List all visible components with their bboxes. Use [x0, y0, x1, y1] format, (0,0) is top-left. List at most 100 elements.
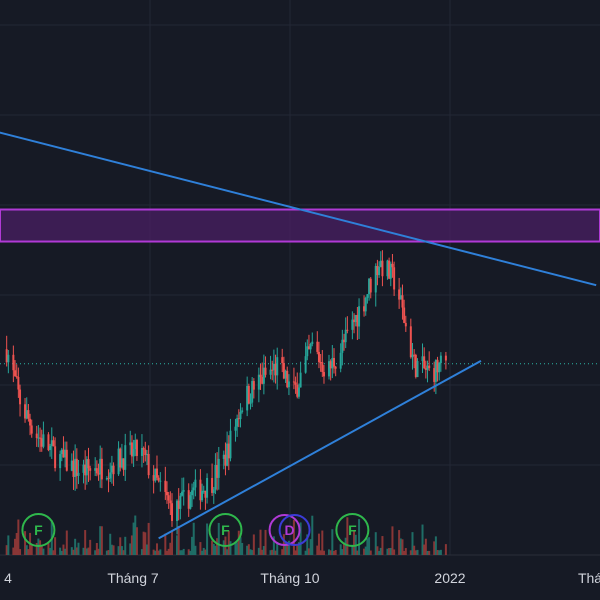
event-marker-earnings[interactable]: F — [335, 513, 370, 547]
volume-bar — [100, 526, 103, 555]
candle-body — [124, 445, 127, 470]
volume-bar — [110, 544, 113, 555]
candle-body — [321, 362, 324, 373]
volume-bar — [346, 517, 349, 555]
candle-body — [199, 479, 202, 501]
candle-body — [276, 357, 279, 376]
volume-bar — [378, 550, 381, 555]
candle-body — [434, 359, 437, 382]
volume-bar — [130, 535, 133, 555]
volume-bar — [316, 545, 319, 555]
volume-bar — [271, 549, 274, 555]
volume-bar — [261, 549, 264, 555]
candle-body — [311, 341, 314, 344]
candle-body — [333, 357, 335, 367]
candle-body — [97, 473, 100, 475]
candle-body — [428, 365, 431, 369]
volume-bar — [434, 536, 437, 555]
candle-body — [239, 411, 242, 420]
volume-bar — [214, 545, 217, 555]
volume-bar — [339, 544, 342, 555]
candle-body — [94, 468, 97, 471]
volume-bar — [27, 549, 30, 555]
volume-bar — [132, 522, 135, 555]
event-marker-dividend[interactable]: D — [268, 514, 311, 546]
volume-bar — [192, 522, 195, 555]
candle-body — [155, 468, 158, 478]
volume-bar — [17, 519, 20, 555]
volume-bar — [70, 547, 73, 555]
volume-bar — [19, 549, 22, 555]
volume-bar — [99, 526, 102, 555]
candle-body — [167, 495, 170, 501]
volume-bar — [189, 550, 192, 555]
candle-body — [224, 454, 227, 466]
candle-body — [351, 319, 354, 330]
candle-body — [286, 370, 289, 388]
volume-bar — [426, 550, 429, 555]
candle-body — [130, 442, 133, 457]
dividend-ring-inner — [278, 514, 311, 546]
volume-bar — [216, 538, 219, 555]
candle-body — [29, 418, 32, 426]
candle-body — [241, 410, 244, 412]
volume-bar — [191, 536, 194, 555]
event-marker-earnings[interactable]: F — [21, 513, 56, 547]
candle-body — [319, 362, 322, 364]
volume-bar — [97, 548, 100, 555]
volume-bar — [381, 536, 384, 555]
candle-body — [307, 346, 310, 350]
volume-bar — [7, 535, 10, 555]
volume-bar — [296, 544, 299, 555]
volume-bar — [152, 549, 155, 555]
candle-body — [309, 343, 312, 350]
volume-bar — [269, 550, 272, 555]
candle-body — [236, 418, 239, 427]
candle-body — [87, 459, 90, 469]
volume-bar — [145, 544, 148, 555]
candle-body — [25, 410, 28, 419]
ascending-trendline[interactable] — [158, 359, 482, 540]
volume-bar — [117, 546, 120, 555]
candle-body — [334, 366, 337, 369]
volume-bar — [212, 543, 215, 555]
volume-bar — [331, 529, 334, 555]
candle-body — [423, 356, 426, 369]
volume-bar — [421, 524, 424, 555]
volume-bar — [24, 531, 27, 555]
volume-bar — [177, 525, 180, 555]
trendlines[interactable] — [0, 102, 597, 540]
candle-body — [40, 438, 43, 447]
volume-bar — [274, 550, 277, 555]
resistance-zone[interactable] — [0, 208, 600, 243]
candle-body — [142, 447, 145, 450]
candle-body — [389, 263, 392, 279]
volume-bar — [317, 533, 320, 555]
candle-body — [369, 278, 372, 293]
descending-trendline[interactable] — [0, 102, 597, 287]
candle-body — [54, 446, 57, 469]
candle-body — [135, 440, 138, 456]
volume-bar — [237, 530, 240, 555]
candle-body — [204, 490, 207, 498]
volume-bar — [399, 538, 402, 555]
candle-body — [110, 465, 113, 473]
event-marker-earnings[interactable]: F — [208, 513, 243, 547]
candle-body — [35, 433, 38, 438]
resistance-zone-rect[interactable] — [0, 208, 600, 243]
volume-bar — [236, 542, 239, 555]
candle-body — [246, 385, 249, 411]
volume-bar — [12, 547, 15, 555]
candle-body — [100, 458, 103, 480]
candle-body — [84, 464, 87, 476]
volume-bar — [167, 548, 170, 555]
candle-body — [411, 354, 414, 358]
candle-body — [424, 368, 427, 370]
volume-bar — [327, 549, 330, 555]
volume-bar — [222, 540, 225, 555]
candle-body — [50, 440, 53, 446]
volume-bar — [343, 542, 346, 555]
